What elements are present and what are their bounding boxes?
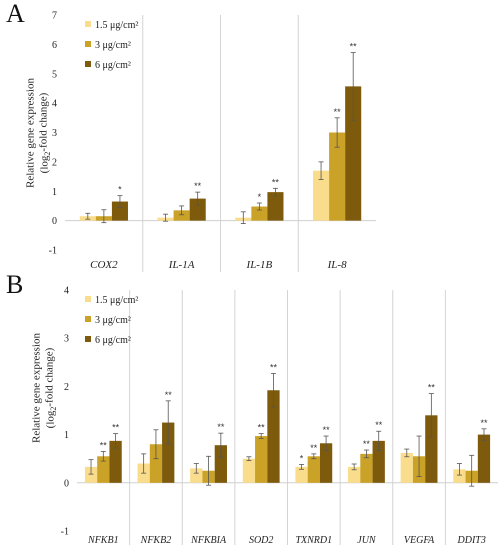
chart-b-bar [84, 466, 98, 483]
chart-a-y-tick-label: -1 [49, 246, 57, 257]
chart-a-legend-label: 3 μg/cm² [95, 40, 131, 51]
chart-a-legend-swatch [85, 41, 91, 47]
panel-label-b: B [6, 270, 24, 299]
chart-b-legend-swatch [85, 316, 91, 322]
chart-b-bar [295, 466, 308, 483]
chart-a-y-tick-label: 3 [52, 128, 57, 139]
chart-a-bar [173, 210, 190, 221]
chart-b-significance-mark: ** [258, 423, 266, 433]
chart-b-bar [190, 468, 203, 483]
chart-b-category-label: SOD2 [249, 535, 273, 546]
chart-a-significance-mark: * [118, 185, 122, 195]
chart-b-y-tick-label: 3 [64, 334, 69, 345]
chart-a-bar [267, 192, 284, 221]
chart-a-y-tick-label: 2 [52, 157, 57, 168]
chart-a-significance-mark: ** [334, 107, 342, 117]
chart-b-significance-mark: ** [480, 418, 488, 428]
chart-b-y-tick-label: 1 [64, 430, 69, 441]
chart-b-category-label: DDIT3 [457, 535, 486, 546]
chart-b-bar [149, 444, 163, 483]
chart-a-legend-swatch [85, 61, 91, 67]
chart-a-significance-mark: ** [272, 177, 280, 187]
chart-a-y-tick-label: 1 [52, 187, 57, 198]
chart-b-category-label: VEGFA [404, 535, 435, 546]
chart-b-bar [97, 456, 110, 483]
chart-b-bar [307, 456, 320, 483]
chart-b-bar [372, 440, 385, 483]
chart-b-y-tick-label: 0 [64, 478, 69, 489]
chart-b-category-label: JUN [357, 535, 377, 546]
chart-b-significance-mark: ** [323, 425, 331, 435]
chart-a-category-label: COX2 [90, 259, 118, 271]
chart-a-y-tick-label: 0 [52, 216, 57, 227]
panel-label-a: A [6, 0, 25, 28]
chart-b-y-tick-label: 2 [64, 382, 69, 393]
chart-b-bar [319, 443, 333, 483]
chart-b-category-label: NFKB1 [87, 535, 119, 546]
chart-a-category-label: IL-1A [168, 259, 195, 271]
chart-a-bar [345, 86, 362, 221]
chart-a-category-label: IL-1B [246, 259, 273, 271]
chart-b-bar [453, 469, 466, 483]
chart-a-legend-label: 1.5 μg/cm² [95, 20, 138, 31]
chart-b-significance-mark: ** [100, 440, 108, 450]
chart-b-significance-mark: ** [428, 383, 436, 393]
chart-b-significance-mark: ** [217, 422, 225, 432]
chart-b-legend-label: 1.5 μg/cm² [95, 295, 138, 306]
chart-a-category-label: IL-8 [327, 259, 347, 271]
chart-b-significance-mark: ** [165, 390, 173, 400]
chart-a-y-tick-label: 4 [52, 99, 57, 110]
chart-a-significance-mark: * [258, 192, 262, 202]
chart-b-bar [162, 422, 175, 483]
chart-b-legend-label: 6 μg/cm² [95, 335, 131, 346]
chart-a-legend-label: 6 μg/cm² [95, 60, 131, 71]
chart-a-significance-mark: ** [194, 181, 202, 191]
chart-a-y-tick-label: 6 [52, 40, 57, 51]
chart-b-legend-label: 3 μg/cm² [95, 315, 131, 326]
chart-b-legend-swatch [85, 296, 91, 302]
chart-b-significance-mark: ** [112, 423, 120, 433]
chart-a-legend-swatch [85, 21, 91, 27]
chart-b-significance-mark: ** [310, 443, 318, 453]
chart-b-category-label: TXNRD1 [295, 535, 332, 546]
chart-a-significance-mark: ** [350, 42, 358, 52]
chart-a-y-tick-label: 5 [52, 69, 57, 80]
chart-b-significance-mark: ** [375, 420, 383, 430]
chart-b-bar [400, 452, 413, 483]
chart-a-y-axis-label: Relative gene expression (log2-fold chang… [25, 78, 52, 188]
chart-b-bar [348, 466, 361, 483]
chart-b-bar [267, 390, 280, 483]
chart-b-bar [109, 440, 122, 483]
chart-b-y-tick-label: -1 [61, 527, 69, 538]
chart-b-y-axis-label: Relative gene expression (log2-fold chang… [31, 333, 58, 443]
chart-a-y-tick-label: 7 [52, 11, 57, 22]
chart-b-significance-mark: ** [363, 439, 371, 449]
chart-b-category-label: NFKBIA [190, 535, 227, 546]
chart-a-bar [251, 206, 268, 221]
chart-a-bar [329, 132, 346, 221]
chart-b-bar [255, 436, 268, 483]
chart-b-bar [214, 445, 227, 483]
chart-b-bar [477, 434, 491, 483]
chart-b-legend-swatch [85, 336, 91, 342]
chart-b-y-tick-label: 4 [64, 286, 69, 297]
chart-b-category-label: NFKB2 [140, 535, 172, 546]
chart-b-bar [360, 453, 373, 483]
chart-a-bar [111, 201, 128, 221]
chart-b-significance-mark: * [300, 453, 304, 463]
chart-a-bar [189, 198, 206, 221]
chart-b-bar [242, 458, 256, 483]
chart-b: -1 0 1 2 3 4 ** ** NFKB1 ** NFKB2 ** NFKBIA ** ** SOD2 *… [31, 286, 498, 546]
chart-b-significance-mark: ** [270, 362, 278, 372]
chart-a-bar [313, 170, 330, 221]
chart-a: -101234567*COX2**IL-1A***IL-1B****IL-81.… [25, 11, 376, 272]
chart-b-bar [425, 415, 438, 483]
